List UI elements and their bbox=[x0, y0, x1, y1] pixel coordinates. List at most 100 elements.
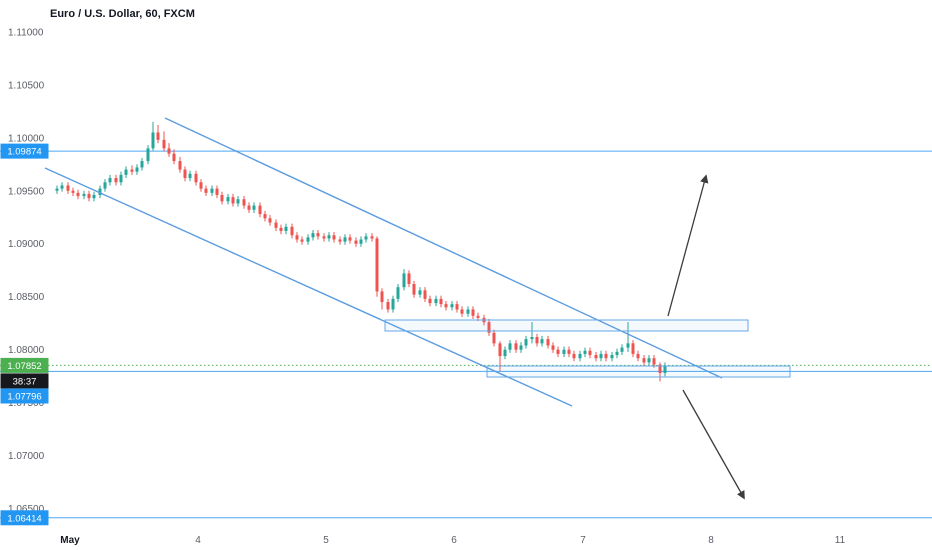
candle-body bbox=[167, 148, 171, 154]
candle-body bbox=[252, 205, 256, 210]
candle-body bbox=[556, 349, 560, 354]
candle-body bbox=[370, 236, 374, 239]
candle-body bbox=[503, 349, 507, 357]
candle-body bbox=[103, 182, 107, 189]
y-axis-tick-label: 1.07000 bbox=[8, 451, 45, 462]
candle-body bbox=[178, 161, 182, 170]
candle-body bbox=[279, 227, 283, 232]
candle-body bbox=[626, 343, 630, 348]
candle-body bbox=[658, 364, 662, 374]
candle-body bbox=[450, 304, 454, 308]
candle-body bbox=[247, 205, 251, 210]
candle-body bbox=[386, 302, 390, 310]
candle-body bbox=[412, 284, 416, 295]
x-axis-tick-label[interactable]: 8 bbox=[708, 535, 714, 546]
candle-body bbox=[140, 161, 144, 168]
candle-body bbox=[226, 197, 230, 202]
candle-body bbox=[284, 226, 288, 232]
candle-body bbox=[188, 173, 192, 179]
arrow-annotation[interactable] bbox=[682, 389, 745, 500]
candle-body bbox=[588, 350, 592, 356]
candle-body bbox=[631, 343, 635, 354]
candle-body bbox=[156, 132, 160, 140]
y-axis-tick-label: 1.10000 bbox=[8, 133, 45, 144]
y-axis-tick-label: 1.11000 bbox=[8, 27, 44, 38]
y-axis-tick-label: 1.08000 bbox=[8, 345, 45, 356]
candle-body bbox=[55, 188, 59, 191]
candle-body bbox=[444, 304, 448, 308]
candle-body bbox=[290, 226, 294, 236]
candle-body bbox=[663, 365, 667, 374]
candle-body bbox=[492, 332, 496, 344]
zone-box[interactable] bbox=[384, 319, 749, 332]
countdown-badge bbox=[0, 373, 49, 389]
x-axis-tick-label[interactable]: 6 bbox=[451, 535, 457, 546]
candle-body bbox=[562, 349, 566, 354]
candle-body bbox=[343, 237, 347, 242]
x-axis-tick-label[interactable]: 7 bbox=[580, 535, 586, 546]
candle-body bbox=[108, 178, 112, 183]
candle-body bbox=[338, 239, 342, 242]
candle-body bbox=[535, 336, 539, 344]
candle-body bbox=[268, 218, 272, 223]
current-price-badge-label: 1.07852 bbox=[7, 361, 41, 372]
x-axis-tick-label[interactable]: May bbox=[60, 535, 80, 546]
candle-body bbox=[524, 339, 528, 346]
trendline[interactable] bbox=[164, 117, 723, 379]
candle-body bbox=[380, 291, 384, 303]
candle-body bbox=[242, 199, 246, 206]
candle-body bbox=[354, 240, 358, 244]
price-line-badge-label: 1.07796 bbox=[7, 392, 41, 403]
y-axis-tick-label: 1.07500 bbox=[8, 398, 45, 409]
candle-body bbox=[402, 273, 406, 288]
candle-body bbox=[460, 309, 464, 314]
candle-body bbox=[151, 132, 155, 149]
candle-body bbox=[636, 353, 640, 359]
candle-body bbox=[583, 350, 587, 354]
price-line-badge bbox=[0, 510, 49, 526]
x-axis-tick-label[interactable]: 4 bbox=[195, 535, 201, 546]
symbol-legend[interactable]: Euro / U.S. Dollar, 60, FXCM bbox=[50, 7, 195, 21]
candle-body bbox=[428, 298, 432, 304]
x-axis-tick-label[interactable]: 11 bbox=[835, 535, 846, 546]
candle-body bbox=[364, 236, 368, 240]
arrow-annotation[interactable] bbox=[667, 174, 709, 317]
candle-body bbox=[642, 358, 646, 363]
candle-body bbox=[375, 238, 379, 292]
symbol-title: Euro / U.S. Dollar, 60, FXCM bbox=[50, 8, 195, 20]
candle-body bbox=[300, 239, 304, 242]
candle-body bbox=[199, 182, 203, 189]
trendline[interactable] bbox=[44, 167, 573, 407]
candle-body bbox=[295, 235, 299, 240]
candle-body bbox=[236, 199, 240, 204]
candle-body bbox=[407, 273, 411, 285]
x-axis-tick-label[interactable]: 5 bbox=[323, 535, 329, 546]
candle-body bbox=[620, 347, 624, 352]
price-line-badge bbox=[0, 143, 49, 159]
countdown-badge-label: 38:37 bbox=[13, 376, 37, 387]
candle-body bbox=[183, 169, 187, 179]
candle-body bbox=[572, 353, 576, 359]
candle-body bbox=[135, 167, 139, 172]
candle-body bbox=[508, 343, 512, 350]
candle-body bbox=[114, 178, 118, 183]
candle-body bbox=[439, 298, 443, 305]
zone-box[interactable] bbox=[486, 365, 791, 378]
price-line-badge-label: 1.06414 bbox=[7, 513, 41, 524]
y-axis-tick-label: 1.09500 bbox=[8, 186, 45, 197]
y-axis-tick-label: 1.06500 bbox=[8, 504, 45, 515]
candle-body bbox=[610, 355, 614, 359]
candle-body bbox=[311, 233, 315, 238]
candle-body bbox=[359, 239, 363, 244]
candle-body bbox=[594, 355, 598, 359]
candle-body bbox=[172, 153, 176, 162]
candle-body bbox=[578, 353, 582, 359]
candle-body bbox=[471, 309, 475, 316]
candle-body bbox=[60, 185, 64, 189]
candle-body bbox=[599, 353, 603, 359]
y-axis-tick-label: 1.08500 bbox=[8, 292, 45, 303]
candle-body bbox=[66, 185, 70, 191]
candle-body bbox=[322, 236, 326, 239]
